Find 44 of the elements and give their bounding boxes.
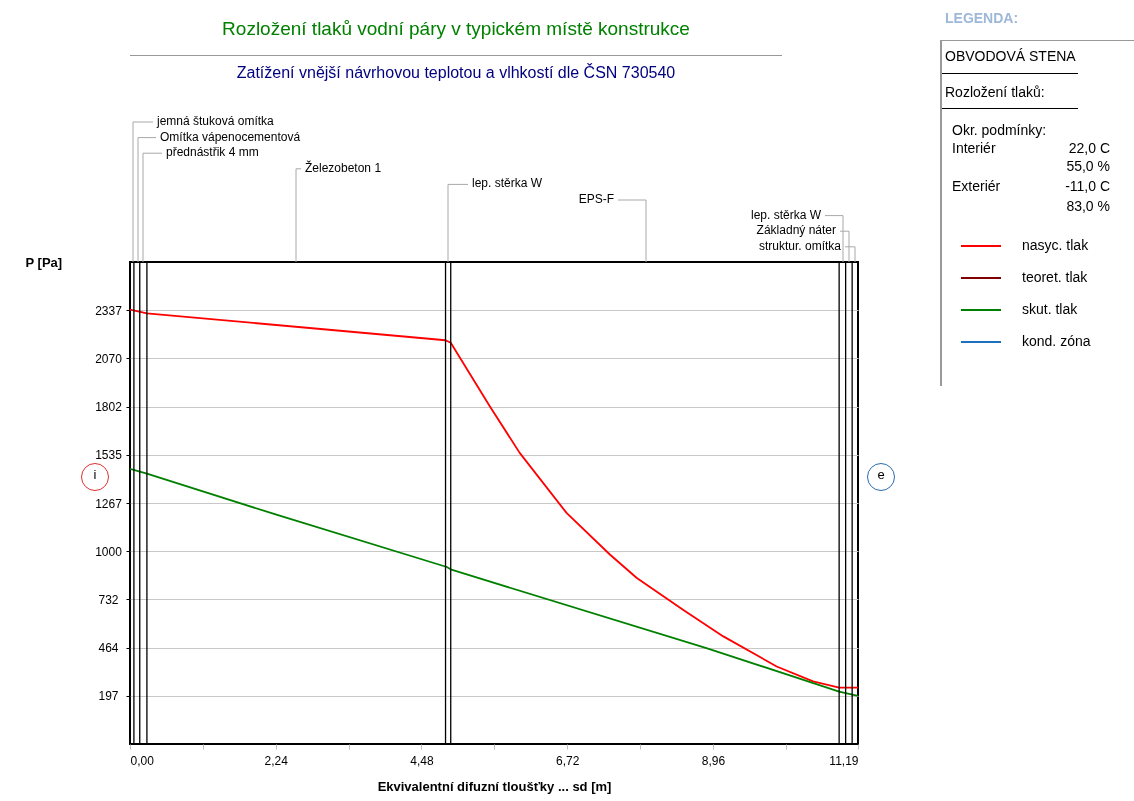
y-tick-label: 2070 — [95, 351, 123, 366]
text: 55,0 % — [1066, 158, 1110, 174]
text: OBVODOVÁ STENA — [945, 48, 1076, 64]
chart-title: Rozložení tlaků vodní páry v typickém místě konstrukce — [221, 18, 691, 40]
text: Exteriér — [952, 178, 1001, 194]
text: Rozložení tlaků: — [945, 84, 1045, 100]
y-tick-label: 732 — [98, 592, 119, 607]
legend-label: kond. zóna — [1022, 333, 1091, 349]
text: struktur. omítka — [758, 238, 841, 253]
y-tick-label: 1535 — [95, 448, 123, 463]
legend-label: nasyc. tlak — [1022, 237, 1090, 253]
legend-label: skut. tlak — [1022, 301, 1079, 317]
y-axis-title: P [Pa] — [25, 254, 63, 270]
text: Interiér — [952, 140, 996, 156]
legend-label: teoret. tlak — [1022, 269, 1089, 285]
x-tick-label: 0,00 — [130, 753, 155, 768]
text: 22,0 C — [1068, 140, 1110, 156]
x-tick-label: 4,48 — [410, 753, 434, 768]
x-tick-label: 11,19 — [829, 753, 859, 768]
text: Základný náter — [756, 223, 836, 238]
text: LEGENDA: — [945, 10, 1019, 26]
x-tick-label: 2,24 — [264, 753, 289, 768]
text: Železobeton 1 — [305, 160, 382, 175]
text: 83,0 % — [1066, 198, 1110, 214]
x-tick-label: 6,72 — [556, 753, 580, 768]
x-tick-label: 8,96 — [701, 753, 726, 768]
y-tick-label: 464 — [98, 641, 119, 656]
text: lep. stěrka W — [472, 176, 543, 191]
line-series — [130, 468, 858, 697]
text: lep. stěrka W — [750, 207, 821, 222]
text: -11,0 C — [1065, 178, 1110, 194]
text: jemná štuková omítka — [157, 114, 274, 128]
y-tick-label: 1802 — [95, 400, 123, 415]
line-series — [130, 308, 858, 689]
text: EPS-F — [578, 192, 614, 206]
y-tick-label: 2337 — [95, 303, 123, 318]
y-tick-label: 197 — [98, 689, 119, 704]
text: Okr. podmínky: — [952, 122, 1047, 138]
chart-subtitle: Zatížení vnější návrhovou teplotou a vlhkostí dle ČSN 730540 — [235, 64, 677, 82]
x-axis-title: Ekvivalentní difuzní tloušťky ... sd [m] — [377, 778, 612, 794]
text: přednástřik 4 mm — [166, 145, 259, 160]
y-tick-label: 1000 — [95, 544, 123, 559]
y-tick-label: 1267 — [95, 496, 123, 511]
text: Omítka vápenocementová — [160, 129, 301, 144]
